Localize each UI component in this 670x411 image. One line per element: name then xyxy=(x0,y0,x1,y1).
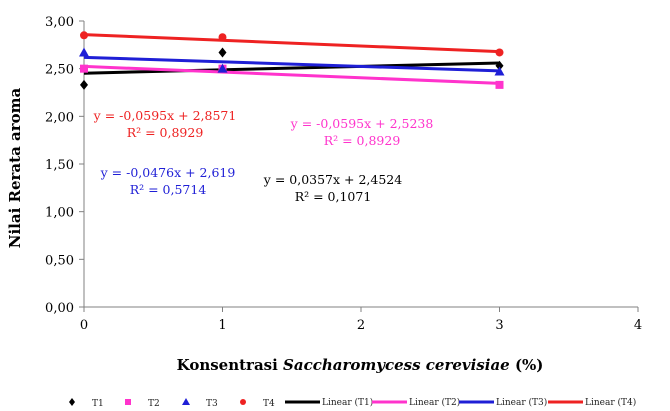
data-points xyxy=(79,31,505,90)
point-t4 xyxy=(218,33,227,42)
legend-marker-t1 xyxy=(69,398,75,406)
legend-label-t3: T3 xyxy=(206,399,218,409)
y-tick-label: 0,00 xyxy=(45,301,74,316)
x-axis-title-italic: Saccharomycess cerevisiae xyxy=(283,356,510,374)
trendline-linear-t1 xyxy=(83,61,500,75)
legend-label-linear-t4: Linear (T4) xyxy=(585,397,636,408)
trend-equation: y = -0,0476x + 2,619 xyxy=(100,165,236,180)
x-axis-title-prefix: Konsentrasi xyxy=(177,356,283,374)
trend-equation: y = -0,0595x + 2,5238 xyxy=(290,116,434,131)
point-t2 xyxy=(495,80,504,89)
x-axis-title-suffix: (%) xyxy=(510,356,544,374)
trend-equation: y = 0,0357x + 2,4524 xyxy=(263,172,402,187)
point-t1 xyxy=(495,60,504,71)
trend-r-squared: R² = 0,5714 xyxy=(130,182,207,197)
y-tick-label: 1,50 xyxy=(45,158,74,173)
y-axis-title: Nilai Rerata aroma xyxy=(6,87,24,248)
axes xyxy=(83,21,638,308)
legend-label-t4: T4 xyxy=(263,399,275,409)
y-tick-label: 1,00 xyxy=(45,206,74,221)
legend-marker-t3 xyxy=(182,398,190,405)
point-t1 xyxy=(80,79,88,90)
y-tick-label: 2,50 xyxy=(45,63,74,78)
legend-label-t2: T2 xyxy=(148,399,160,409)
trend-r-squared: R² = 0,8929 xyxy=(324,133,401,148)
point-t3 xyxy=(217,63,228,73)
trendline-linear-t3 xyxy=(83,55,500,73)
x-ticks: 0 1 2 3 4 xyxy=(80,307,642,333)
trendline-linear-t4 xyxy=(83,33,500,54)
trend-r-squared: R² = 0,1071 xyxy=(295,189,372,204)
legend-label-linear-t1: Linear (T1) xyxy=(322,397,373,408)
point-t4 xyxy=(495,48,504,57)
legend-label-linear-t2: Linear (T2) xyxy=(409,397,460,408)
legend-label-t1: T1 xyxy=(92,399,104,409)
x-axis-title: Konsentrasi Saccharomycess cerevisiae (%… xyxy=(177,356,544,374)
legend-marker-t2 xyxy=(125,399,131,405)
point-t1 xyxy=(218,47,227,58)
point-t3 xyxy=(79,47,89,57)
legend-label-linear-t3: Linear (T3) xyxy=(496,397,547,408)
trend-r-squared: R² = 0,8929 xyxy=(127,125,204,140)
y-tick-label: 2,00 xyxy=(45,110,74,125)
trendlines xyxy=(83,33,500,85)
trendline-linear-t2 xyxy=(83,64,500,85)
point-t2 xyxy=(80,64,88,73)
y-tick-label: 0,50 xyxy=(45,253,74,268)
x-tick-label: 2 xyxy=(357,318,365,333)
x-tick-label: 4 xyxy=(634,318,642,333)
x-tick-label: 3 xyxy=(495,318,503,333)
legend-marker-t4 xyxy=(240,399,246,405)
trend-equation: y = -0,0595x + 2,8571 xyxy=(93,108,237,123)
y-tick-label: 3,00 xyxy=(45,15,74,30)
legend: T1 T2 T3 T4 Linear (T1) Linear (T2) Linear (T3… xyxy=(69,397,636,409)
y-ticks: 0,00 0,50 1,00 1,50 2,00 2,50 3,00 xyxy=(45,15,84,316)
point-t3 xyxy=(494,66,505,76)
point-t4 xyxy=(80,31,88,40)
equations: y = -0,0595x + 2,8571 R² = 0,8929 y = -0,0… xyxy=(93,108,434,204)
x-tick-label: 0 xyxy=(80,318,88,333)
x-tick-label: 1 xyxy=(218,318,226,333)
